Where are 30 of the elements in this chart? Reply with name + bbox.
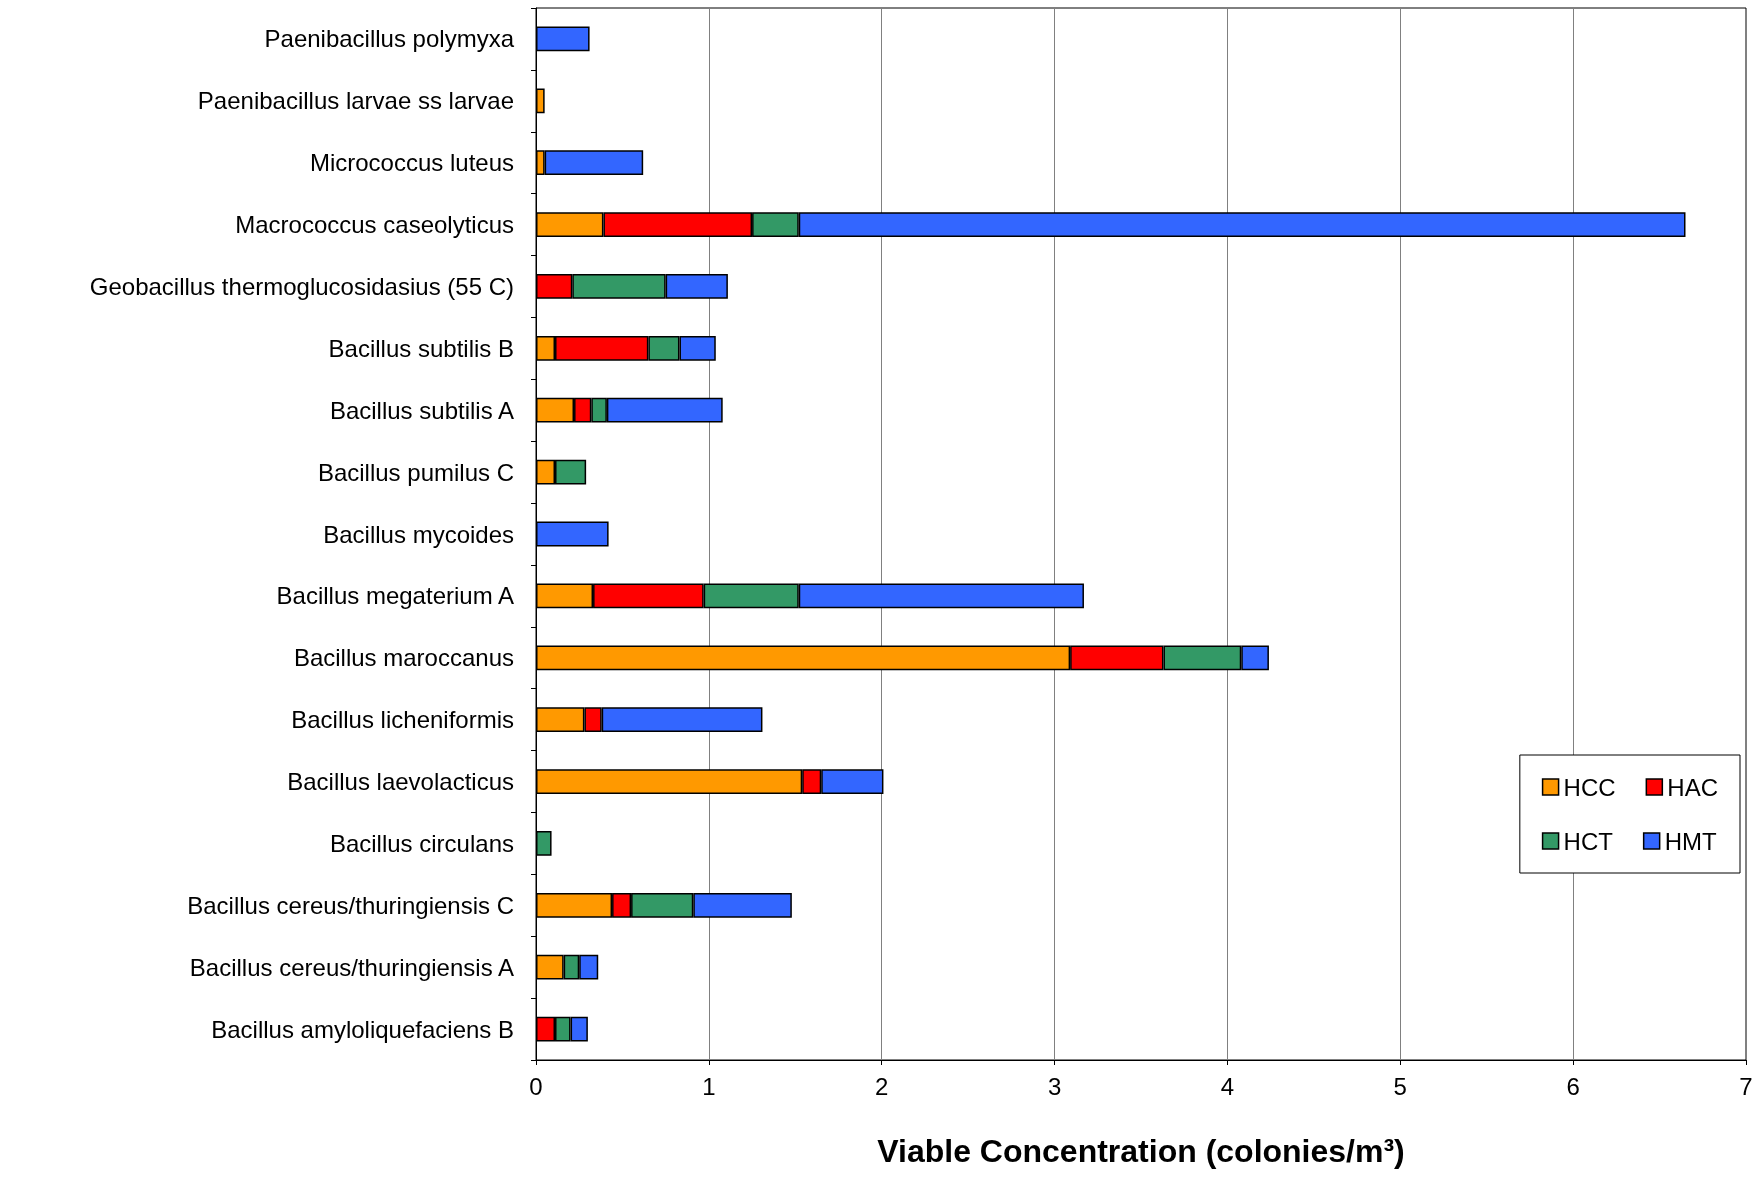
y-tick-label: Bacillus maroccanus bbox=[293, 644, 514, 672]
x-tick-label: 3 bbox=[1047, 1072, 1062, 1100]
legend-label: HAC bbox=[1667, 773, 1718, 801]
y-tick-label: Bacillus pumilus C bbox=[317, 458, 514, 486]
x-tick-label: 6 bbox=[1566, 1072, 1580, 1100]
y-tick-label: Bacillus cereus/thuringiensis A bbox=[189, 953, 514, 981]
x-tick-label: 1 bbox=[702, 1072, 716, 1100]
y-tick-label: Micrococcus luteus bbox=[309, 149, 514, 177]
x-tick-label: 5 bbox=[1393, 1072, 1407, 1100]
legend-label: HCC bbox=[1563, 773, 1616, 801]
x-tick-label: 4 bbox=[1220, 1072, 1235, 1100]
y-tick-label: Bacillus cereus/thuringiensis C bbox=[187, 891, 514, 919]
x-tick-label: 2 bbox=[875, 1072, 889, 1100]
x-tick-label: 0 bbox=[529, 1072, 543, 1100]
y-tick-label: Bacillus amyloliquefaciens B bbox=[211, 1015, 514, 1043]
y-tick-label: Bacillus laevolacticus bbox=[287, 768, 514, 796]
y-tick-label: Bacillus mycoides bbox=[323, 520, 514, 548]
legend-label: HMT bbox=[1664, 827, 1717, 855]
y-tick-label: Bacillus subtilis A bbox=[329, 396, 514, 424]
y-tick-label: Geobacillus thermoglucosidasius (55 C) bbox=[89, 272, 514, 300]
x-axis-title: Viable Concentration (colonies/m³) bbox=[877, 1133, 1405, 1169]
y-tick-label: Macrococcus caseolyticus bbox=[235, 211, 514, 239]
y-tick-label: Bacillus circulans bbox=[329, 829, 514, 857]
y-tick-label: Paenibacillus larvae ss larvae bbox=[197, 87, 514, 115]
y-tick-label: Bacillus subtilis B bbox=[328, 334, 514, 362]
y-tick-label: Bacillus licheniformis bbox=[291, 706, 514, 734]
y-tick-label: Bacillus megaterium A bbox=[276, 582, 514, 610]
y-tick-label: Paenibacillus polymyxa bbox=[264, 25, 515, 53]
legend-label: HCT bbox=[1563, 827, 1614, 855]
x-tick-label: 7 bbox=[1739, 1072, 1753, 1100]
